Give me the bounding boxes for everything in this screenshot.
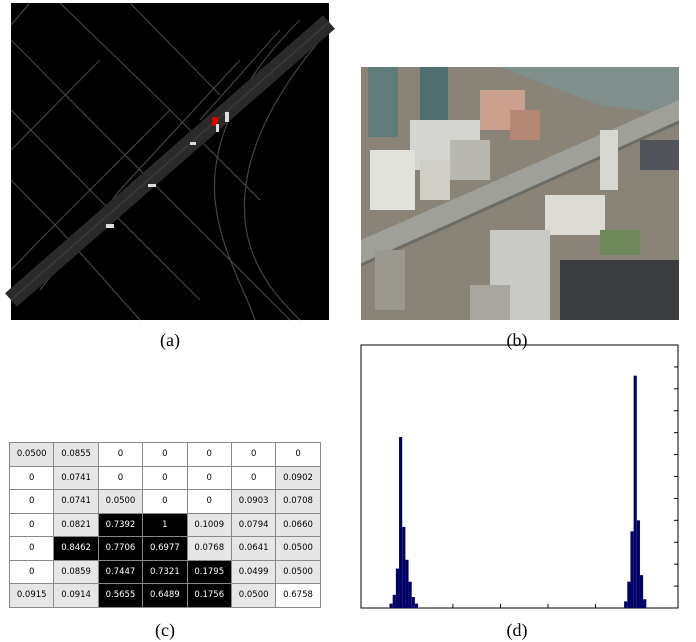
table-cell: 0.0768	[187, 537, 231, 561]
bar	[393, 595, 396, 608]
table-cell: 0.0500	[231, 584, 275, 608]
table-cell: 0.0741	[54, 490, 98, 514]
table-cell: 0.0741	[54, 466, 98, 490]
bar	[637, 520, 640, 608]
caption: (d)	[487, 620, 547, 641]
table-cell: 0.6489	[143, 584, 187, 608]
bar	[415, 604, 418, 608]
table-cell: 0	[10, 490, 54, 514]
bar	[630, 531, 633, 608]
aerial-photo	[361, 67, 679, 320]
table-cell: 0.0500	[276, 537, 320, 561]
table-cell: 0.0500	[98, 490, 142, 514]
caption: (b)	[487, 330, 547, 351]
bar	[396, 569, 399, 608]
table-cell: 0.0499	[231, 560, 275, 584]
table-cell: 0	[231, 443, 275, 467]
bar	[634, 376, 637, 608]
table-cell: 0	[10, 513, 54, 537]
bar	[640, 575, 643, 608]
table-cell: 0.0660	[276, 513, 320, 537]
table-cell: 0.0902	[276, 466, 320, 490]
table-cell: 0.0915	[10, 584, 54, 608]
table-cell: 0.5655	[98, 584, 142, 608]
table-cell: 0	[143, 466, 187, 490]
table-cell: 0.7706	[98, 537, 142, 561]
table-cell: 0.1756	[187, 584, 231, 608]
table-cell: 0.0794	[231, 513, 275, 537]
table-cell: 0.0855	[54, 443, 98, 467]
histogram	[361, 345, 678, 608]
table-cell: 0	[276, 443, 320, 467]
table-cell: 0.0914	[54, 584, 98, 608]
table-cell: 0	[10, 466, 54, 490]
bar	[627, 582, 630, 608]
table-cell: 0	[98, 443, 142, 467]
bar	[390, 604, 393, 608]
bar	[405, 560, 408, 608]
table-cell: 0	[10, 560, 54, 584]
bar	[643, 599, 646, 608]
bar	[399, 437, 402, 608]
caption: (c)	[135, 620, 195, 641]
table-cell: 0.0708	[276, 490, 320, 514]
table-cell: 0.8462	[54, 537, 98, 561]
table-cell: 0.7447	[98, 560, 142, 584]
bar	[412, 597, 415, 608]
table-cell: 0	[143, 443, 187, 467]
table-cell: 0.0641	[231, 537, 275, 561]
street-map	[11, 3, 329, 320]
table-cell: 0.1009	[187, 513, 231, 537]
table-cell: 0.7392	[98, 513, 142, 537]
table-cell: 0.0500	[276, 560, 320, 584]
table-cell: 0.6758	[276, 584, 320, 608]
figure: (a) (b) (c) (d) 0.05000.08550000000.0741…	[0, 0, 696, 642]
bar	[402, 527, 405, 608]
table-cell: 0	[187, 466, 231, 490]
table-cell: 0.0859	[54, 560, 98, 584]
table-cell: 0.1795	[187, 560, 231, 584]
table-cell: 0	[187, 490, 231, 514]
bar	[624, 601, 627, 608]
bar	[409, 582, 412, 608]
table-cell: 0	[10, 537, 54, 561]
table-cell: 0.0903	[231, 490, 275, 514]
table-cell: 1	[143, 513, 187, 537]
table-cell: 0	[98, 466, 142, 490]
table-cell: 0.7321	[143, 560, 187, 584]
table-cell: 0	[231, 466, 275, 490]
table-cell: 0.6977	[143, 537, 187, 561]
table-cell: 0	[187, 443, 231, 467]
table-cell: 0.0500	[10, 443, 54, 467]
caption: (a)	[140, 330, 200, 351]
table-cell: 0.0821	[54, 513, 98, 537]
table-cell: 0	[143, 490, 187, 514]
